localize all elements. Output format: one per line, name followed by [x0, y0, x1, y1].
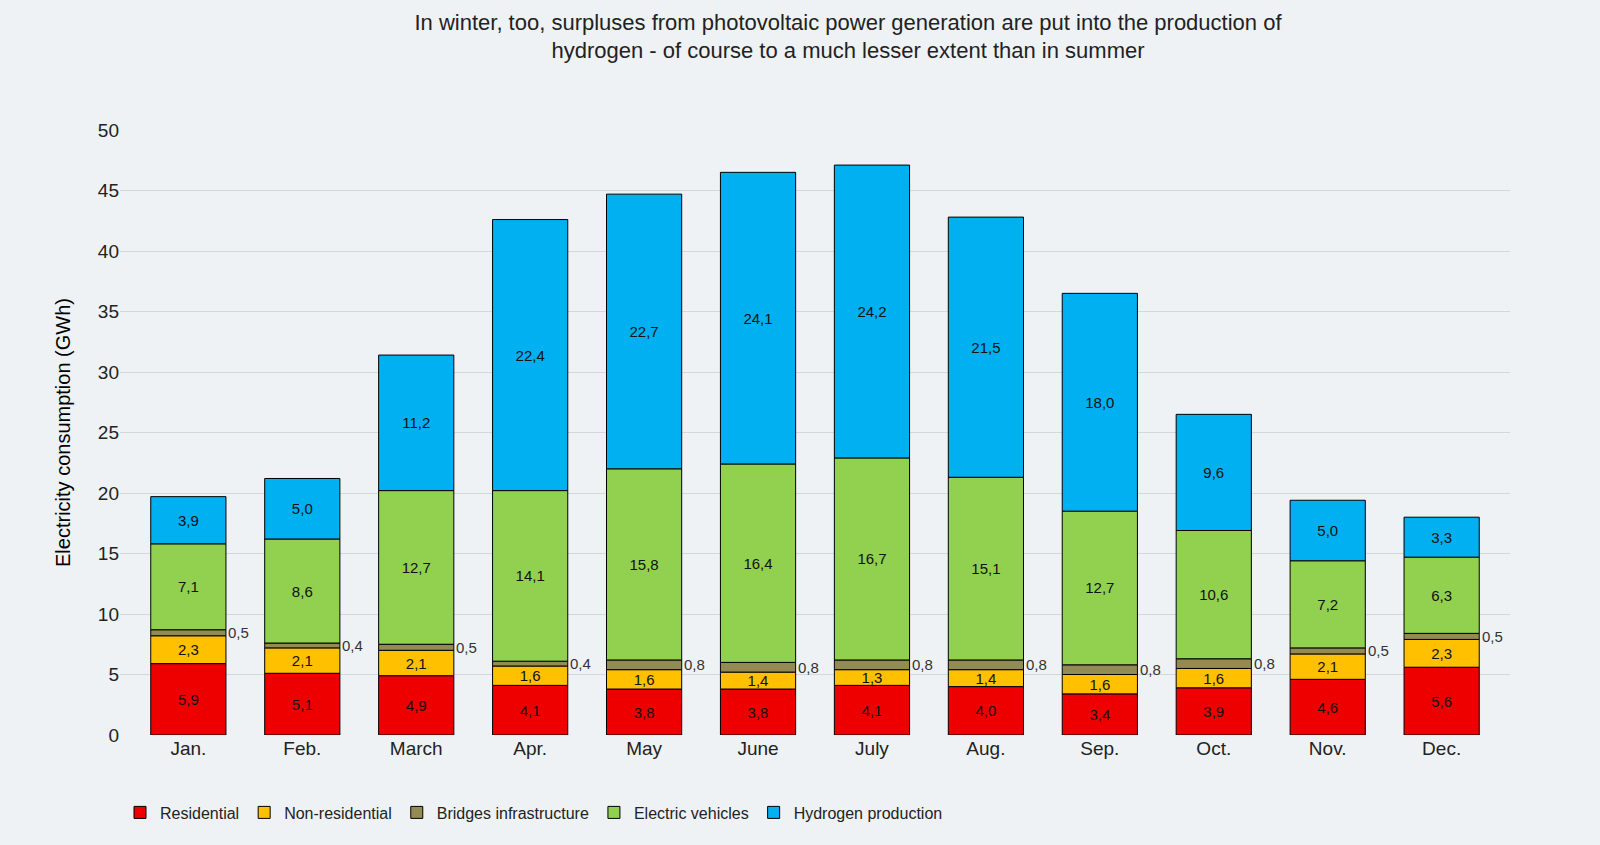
- svg-text:4,9: 4,9: [406, 697, 427, 714]
- svg-text:5: 5: [108, 664, 119, 685]
- svg-text:Residential: Residential: [160, 805, 239, 822]
- svg-text:8,6: 8,6: [292, 583, 313, 600]
- svg-text:35: 35: [98, 301, 119, 322]
- svg-text:0,5: 0,5: [228, 624, 249, 641]
- svg-text:In winter, too, surpluses from: In winter, too, surpluses from photovolt…: [414, 10, 1282, 64]
- svg-text:15,8: 15,8: [629, 556, 658, 573]
- svg-text:3,8: 3,8: [748, 704, 769, 721]
- svg-text:0,8: 0,8: [1140, 661, 1161, 678]
- svg-text:Hydrogen production: Hydrogen production: [794, 805, 943, 822]
- svg-text:4,0: 4,0: [975, 702, 996, 719]
- svg-text:Oct.: Oct.: [1196, 738, 1231, 759]
- svg-text:Electricity consumption (GWh): Electricity consumption (GWh): [52, 298, 74, 567]
- svg-text:0,8: 0,8: [684, 656, 705, 673]
- svg-text:11,2: 11,2: [402, 414, 430, 431]
- svg-text:1,6: 1,6: [634, 671, 655, 688]
- svg-text:2,3: 2,3: [178, 641, 199, 658]
- svg-text:0,8: 0,8: [798, 659, 819, 676]
- svg-text:3,8: 3,8: [634, 704, 655, 721]
- svg-text:0,8: 0,8: [1026, 656, 1047, 673]
- svg-text:16,4: 16,4: [743, 555, 772, 572]
- svg-text:0,5: 0,5: [456, 639, 477, 656]
- svg-text:4,1: 4,1: [862, 702, 883, 719]
- svg-text:9,6: 9,6: [1203, 464, 1224, 481]
- svg-text:1,6: 1,6: [1203, 670, 1224, 687]
- svg-text:Dec.: Dec.: [1422, 738, 1461, 759]
- svg-text:12,7: 12,7: [1085, 579, 1114, 596]
- svg-text:6,3: 6,3: [1431, 587, 1452, 604]
- svg-text:2,3: 2,3: [1431, 645, 1452, 662]
- svg-text:Bridges infrastructure: Bridges infrastructure: [437, 805, 589, 822]
- svg-text:12,7: 12,7: [402, 559, 431, 576]
- svg-text:Sep.: Sep.: [1080, 738, 1119, 759]
- svg-text:0,8: 0,8: [912, 656, 933, 673]
- svg-text:0: 0: [108, 725, 119, 746]
- svg-text:5,0: 5,0: [292, 500, 313, 517]
- svg-text:2,1: 2,1: [406, 655, 427, 672]
- svg-text:4,1: 4,1: [520, 702, 541, 719]
- svg-text:4,6: 4,6: [1317, 699, 1338, 716]
- svg-text:7,2: 7,2: [1317, 596, 1338, 613]
- svg-text:1,4: 1,4: [975, 670, 996, 687]
- svg-text:Non-residential: Non-residential: [284, 805, 392, 822]
- svg-text:30: 30: [98, 362, 119, 383]
- svg-text:40: 40: [98, 241, 119, 262]
- svg-text:10,6: 10,6: [1199, 586, 1228, 603]
- svg-text:14,1: 14,1: [516, 567, 545, 584]
- svg-text:July: July: [855, 738, 889, 759]
- svg-text:16,7: 16,7: [857, 550, 886, 567]
- svg-text:0,4: 0,4: [342, 637, 363, 654]
- svg-text:Aug.: Aug.: [966, 738, 1005, 759]
- svg-text:May: May: [626, 738, 662, 759]
- svg-text:22,4: 22,4: [516, 347, 545, 364]
- svg-text:3,9: 3,9: [1203, 703, 1224, 720]
- svg-text:18,0: 18,0: [1085, 394, 1114, 411]
- svg-text:3,4: 3,4: [1089, 706, 1110, 723]
- svg-text:21,5: 21,5: [971, 339, 1000, 356]
- svg-text:2,1: 2,1: [1317, 658, 1338, 675]
- svg-text:25: 25: [98, 422, 119, 443]
- svg-text:Feb.: Feb.: [283, 738, 321, 759]
- svg-text:1,6: 1,6: [1089, 676, 1110, 693]
- svg-text:5,9: 5,9: [178, 691, 199, 708]
- svg-text:45: 45: [98, 180, 119, 201]
- svg-text:5,1: 5,1: [292, 696, 313, 713]
- svg-text:15,1: 15,1: [971, 560, 1000, 577]
- svg-text:1,6: 1,6: [520, 667, 541, 684]
- svg-text:Apr.: Apr.: [513, 738, 547, 759]
- svg-text:15: 15: [98, 543, 119, 564]
- svg-text:0,5: 0,5: [1368, 642, 1389, 659]
- svg-text:March: March: [390, 738, 443, 759]
- svg-text:2,1: 2,1: [292, 652, 313, 669]
- svg-text:Nov.: Nov.: [1309, 738, 1347, 759]
- svg-text:10: 10: [98, 604, 119, 625]
- svg-text:June: June: [737, 738, 778, 759]
- svg-text:50: 50: [98, 120, 119, 141]
- svg-text:3,3: 3,3: [1431, 529, 1452, 546]
- svg-text:Electric vehicles: Electric vehicles: [634, 805, 749, 822]
- svg-text:0,4: 0,4: [570, 655, 591, 672]
- svg-text:0,5: 0,5: [1482, 628, 1503, 645]
- svg-text:24,2: 24,2: [857, 303, 886, 320]
- svg-text:1,4: 1,4: [748, 672, 769, 689]
- svg-text:5,6: 5,6: [1431, 693, 1452, 710]
- svg-text:24,1: 24,1: [743, 310, 772, 327]
- svg-text:7,1: 7,1: [178, 578, 199, 595]
- svg-text:1,3: 1,3: [862, 669, 883, 686]
- svg-text:0,8: 0,8: [1254, 655, 1275, 672]
- svg-text:3,9: 3,9: [178, 512, 199, 529]
- svg-text:20: 20: [98, 483, 119, 504]
- svg-text:22,7: 22,7: [629, 323, 658, 340]
- svg-text:Jan.: Jan.: [170, 738, 206, 759]
- svg-text:5,0: 5,0: [1317, 522, 1338, 539]
